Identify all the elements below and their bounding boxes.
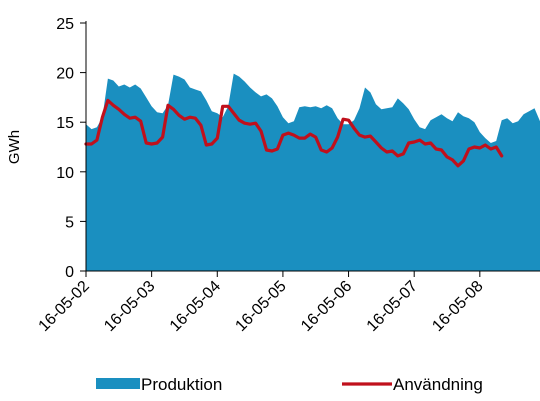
- series-line-anvandning: [84, 98, 504, 168]
- x-tick-label: 16-05-03: [101, 278, 158, 335]
- y-tick-label: 10: [56, 165, 74, 182]
- x-tick-label: 16-05-07: [364, 278, 421, 335]
- legend: Produktion Användning: [96, 375, 483, 394]
- legend-swatch-produktion: [96, 378, 140, 389]
- y-axis-label: GWh: [6, 130, 23, 164]
- x-tick-label: 16-05-06: [298, 278, 355, 335]
- legend-label-produktion: Produktion: [141, 375, 222, 394]
- y-tick-label: 25: [56, 16, 74, 33]
- x-tick-label: 16-05-02: [36, 278, 93, 335]
- plot-area: [84, 73, 540, 271]
- y-tick-label: 15: [56, 115, 74, 132]
- x-tick-label: 16-05-05: [232, 278, 289, 335]
- y-tick-label: 0: [65, 264, 74, 281]
- y-tick-label: 5: [65, 214, 74, 231]
- legend-label-anvandning: Användning: [393, 375, 483, 394]
- series-area-produktion: [86, 73, 540, 271]
- x-tick-label: 16-05-08: [429, 278, 486, 335]
- y-tick-label: 20: [56, 66, 74, 83]
- x-tick-label: 16-05-04: [167, 278, 224, 335]
